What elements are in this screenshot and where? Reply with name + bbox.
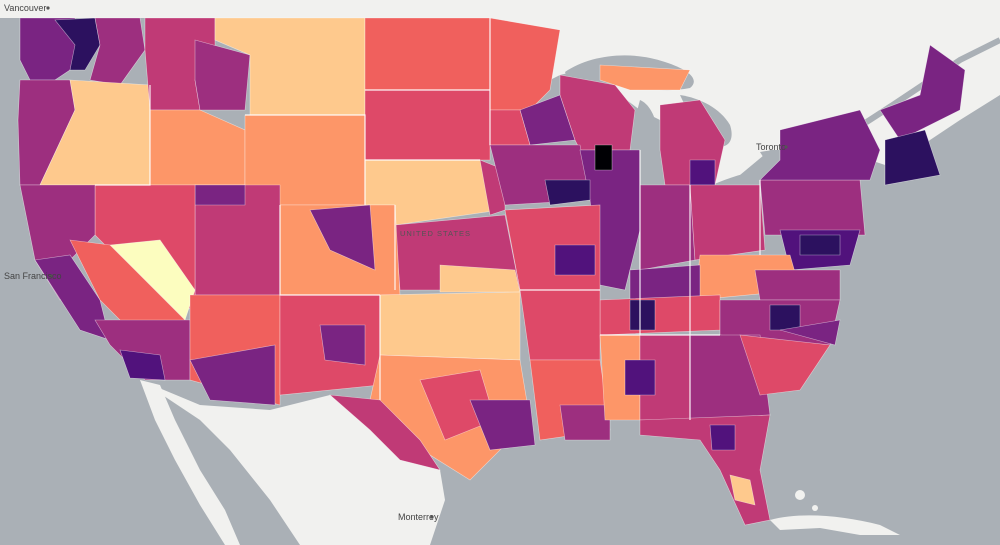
- district-region[interactable]: [729, 474, 756, 506]
- city-label-vancouver: Vancouver: [4, 3, 50, 13]
- district-region[interactable]: [364, 17, 491, 91]
- baja-california: [140, 380, 240, 545]
- district-region[interactable]: [799, 234, 841, 256]
- district-region[interactable]: [94, 319, 191, 381]
- district-region[interactable]: [779, 319, 841, 346]
- cuba-land: [770, 515, 900, 535]
- district-region[interactable]: [639, 184, 696, 271]
- bahamas-island: [795, 490, 805, 500]
- canada-land: [0, 0, 1000, 190]
- state-borders: [95, 18, 761, 420]
- city-label-san-francisco: San Francisco: [4, 271, 62, 281]
- district-region[interactable]: [559, 404, 611, 441]
- district-region[interactable]: [629, 299, 656, 331]
- district-region[interactable]: [554, 244, 596, 276]
- district-region[interactable]: [194, 184, 246, 206]
- city-name: Toronto: [756, 142, 786, 152]
- district-region[interactable]: [769, 304, 801, 331]
- district-region[interactable]: [379, 291, 521, 361]
- district-region[interactable]: [364, 89, 491, 161]
- district-region[interactable]: [759, 179, 866, 236]
- district-region[interactable]: [759, 109, 881, 181]
- district-region[interactable]: [189, 344, 276, 406]
- district-region[interactable]: [689, 184, 766, 261]
- district-region[interactable]: [709, 424, 736, 451]
- district-region[interactable]: [309, 204, 376, 271]
- district-region[interactable]: [884, 129, 941, 186]
- city-label-toronto: Toronto: [756, 142, 788, 152]
- us-districts[interactable]: [17, 17, 966, 526]
- district-region[interactable]: [544, 179, 591, 206]
- bahamas-island: [812, 505, 818, 511]
- city-name: Monterrey: [398, 512, 439, 522]
- country-label-united-states: UNITED STATES: [400, 229, 471, 238]
- lake-michigan: [635, 100, 659, 186]
- district-region[interactable]: [319, 324, 366, 366]
- district-region[interactable]: [624, 359, 656, 396]
- district-region[interactable]: [194, 39, 251, 111]
- district-region[interactable]: [594, 144, 613, 171]
- city-name: Vancouver: [4, 3, 46, 13]
- district-region[interactable]: [599, 294, 721, 336]
- district-region[interactable]: [689, 159, 716, 186]
- city-name: San Francisco: [4, 271, 62, 281]
- district-region[interactable]: [119, 349, 166, 381]
- district-region[interactable]: [469, 399, 536, 451]
- district-region[interactable]: [754, 269, 841, 301]
- district-region[interactable]: [739, 334, 831, 396]
- district-region[interactable]: [519, 289, 601, 361]
- city-label-monterrey: Monterrey: [398, 512, 439, 522]
- district-region[interactable]: [599, 64, 691, 91]
